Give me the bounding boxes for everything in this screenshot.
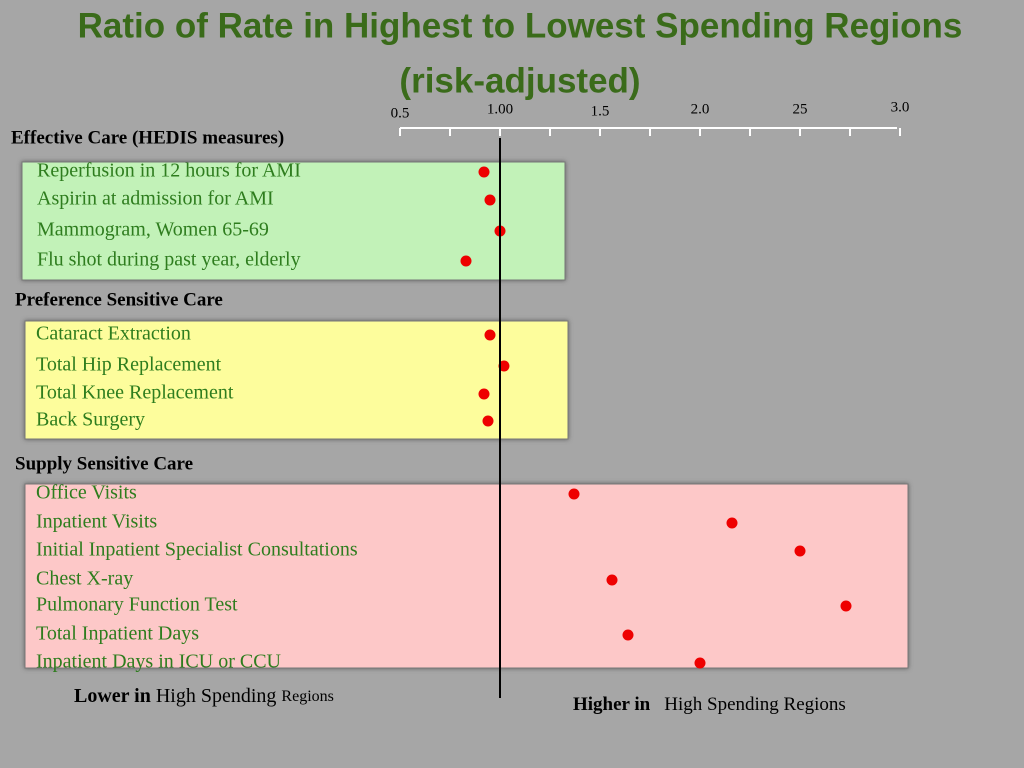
chart-subtitle: (risk-adjusted) xyxy=(399,61,640,100)
row-label: Aspirin at admission for AMI xyxy=(37,188,274,210)
row-label: Flu shot during past year, elderly xyxy=(37,249,301,271)
footer-right: Higher in High Spending Regions xyxy=(573,694,846,715)
x-tick-label: 1.00 xyxy=(487,101,513,117)
row-label: Total Inpatient Days xyxy=(36,623,199,645)
x-tick-label: 25 xyxy=(793,101,808,117)
row-label: Mammogram, Women 65-69 xyxy=(37,219,269,241)
group-box xyxy=(24,320,569,440)
group-header: Effective Care (HEDIS measures) xyxy=(11,127,284,148)
footer-left-middle: High Spending xyxy=(156,685,277,707)
dot xyxy=(840,600,852,612)
row-label: Inpatient Days in ICU or CCU xyxy=(36,651,282,673)
dot xyxy=(460,255,472,267)
row-label: Pulmonary Function Test xyxy=(36,594,238,616)
dot xyxy=(622,629,634,641)
row-label: Total Knee Replacement xyxy=(36,382,234,404)
group-header: Preference Sensitive Care xyxy=(15,289,223,310)
group-box xyxy=(24,483,909,669)
row-label: Cataract Extraction xyxy=(36,323,191,345)
row-label: Inpatient Visits xyxy=(36,511,157,533)
group-box xyxy=(21,161,566,281)
dot xyxy=(498,360,510,372)
row-label: Back Surgery xyxy=(36,409,145,431)
dot xyxy=(694,657,706,669)
footer-right-bold: Higher in xyxy=(573,694,651,715)
group-header: Supply Sensitive Care xyxy=(15,453,193,474)
dot xyxy=(482,415,494,427)
x-tick-label: 0.5 xyxy=(391,105,410,121)
row-label: Initial Inpatient Specialist Consultatio… xyxy=(36,539,358,561)
dot xyxy=(606,574,618,586)
footer-left-small: Regions xyxy=(281,688,333,705)
row-label: Reperfusion in 12 hours for AMI xyxy=(37,160,301,182)
x-tick-label: 2.0 xyxy=(691,101,710,117)
footer-left: Lower in High Spending Regions xyxy=(74,685,334,707)
dot xyxy=(568,488,580,500)
dot xyxy=(794,545,806,557)
x-tick-label: 3.0 xyxy=(891,99,910,115)
dot xyxy=(478,166,490,178)
chart-title: Ratio of Rate in Highest to Lowest Spend… xyxy=(78,6,963,45)
dot xyxy=(484,194,496,206)
dot xyxy=(726,517,738,529)
dot xyxy=(478,388,490,400)
footer-left-bold: Lower in xyxy=(74,685,151,707)
row-label: Total Hip Replacement xyxy=(36,354,222,376)
dot xyxy=(484,329,496,341)
row-label: Office Visits xyxy=(36,482,137,504)
x-tick-label: 1.5 xyxy=(591,103,610,119)
row-label: Chest X-ray xyxy=(36,568,133,590)
footer-right-rest: High Spending Regions xyxy=(664,694,846,715)
